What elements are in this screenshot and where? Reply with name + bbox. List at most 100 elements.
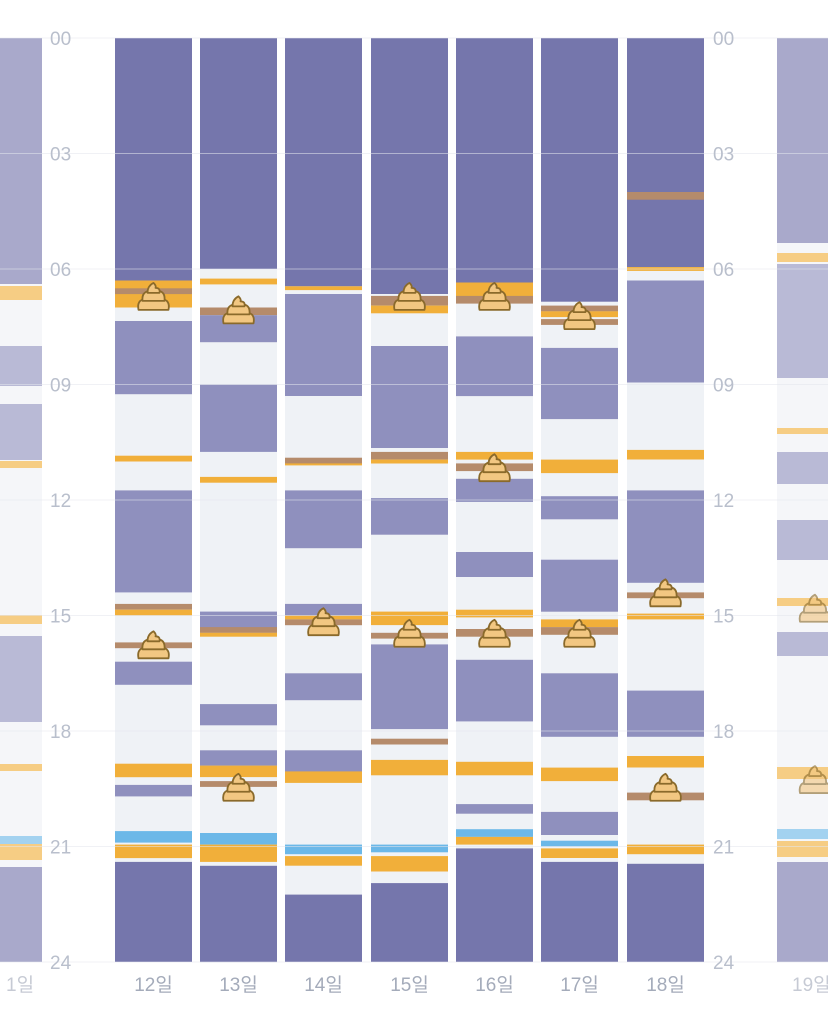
poop-icon[interactable] bbox=[563, 301, 596, 331]
sleep-light-block[interactable] bbox=[456, 552, 533, 577]
sleep-light-block[interactable] bbox=[456, 336, 533, 397]
poop-icon[interactable] bbox=[393, 618, 426, 648]
feed-block[interactable] bbox=[115, 763, 192, 778]
sleep-light-block[interactable] bbox=[541, 496, 618, 520]
sleep-light-block[interactable] bbox=[371, 644, 448, 730]
feed-block[interactable] bbox=[200, 278, 277, 285]
sleep-deep-block[interactable] bbox=[541, 861, 618, 962]
poop-icon[interactable] bbox=[222, 295, 255, 325]
feed-block[interactable] bbox=[541, 767, 618, 782]
feed-block[interactable] bbox=[285, 771, 362, 783]
sleep-light-block[interactable] bbox=[371, 498, 448, 535]
feed-block[interactable] bbox=[456, 761, 533, 776]
poop-icon[interactable] bbox=[137, 630, 170, 660]
feed-block[interactable] bbox=[200, 476, 277, 483]
sleep-light-block[interactable] bbox=[541, 347, 618, 420]
poop-icon[interactable] bbox=[222, 772, 255, 802]
day-label[interactable]: 18일 bbox=[646, 974, 685, 996]
bath-block[interactable] bbox=[541, 840, 618, 847]
feed-block[interactable] bbox=[456, 609, 533, 618]
feed-block[interactable] bbox=[627, 449, 704, 460]
poop-icon[interactable] bbox=[478, 618, 511, 648]
sleep-light-block[interactable] bbox=[285, 294, 362, 396]
diaper-block[interactable] bbox=[371, 451, 448, 460]
sleep-light-block[interactable] bbox=[115, 490, 192, 593]
feed-block[interactable] bbox=[541, 459, 618, 474]
feed-block[interactable] bbox=[541, 848, 618, 858]
sleep-light-block[interactable] bbox=[285, 750, 362, 772]
sleep-light-block[interactable] bbox=[200, 750, 277, 766]
feed-block[interactable] bbox=[627, 844, 704, 855]
feed-block[interactable] bbox=[371, 759, 448, 776]
poop-icon[interactable] bbox=[478, 281, 511, 311]
feed-block[interactable] bbox=[371, 611, 448, 626]
sleep-light-block[interactable] bbox=[200, 384, 277, 452]
feed-block[interactable] bbox=[627, 756, 704, 768]
sleep-deep-block[interactable] bbox=[285, 894, 362, 962]
day-label[interactable]: 12일 bbox=[134, 974, 173, 996]
day-label[interactable]: 14일 bbox=[304, 974, 343, 996]
sleep-light-block[interactable] bbox=[456, 659, 533, 722]
sleep-light-block[interactable] bbox=[200, 704, 277, 726]
sleep-deep-block[interactable] bbox=[115, 861, 192, 962]
poop-icon[interactable] bbox=[137, 281, 170, 311]
feed-block[interactable] bbox=[200, 632, 277, 637]
diaper-block[interactable] bbox=[627, 192, 704, 200]
diaper-block[interactable] bbox=[285, 457, 362, 464]
sleep-light-block[interactable] bbox=[456, 478, 533, 502]
sleep-deep-block[interactable] bbox=[456, 38, 533, 283]
sleep-light-block[interactable] bbox=[627, 690, 704, 737]
feed-block[interactable] bbox=[115, 844, 192, 859]
poop-icon[interactable] bbox=[478, 453, 511, 483]
diaper-block[interactable] bbox=[115, 603, 192, 610]
sleep-light-block[interactable] bbox=[285, 490, 362, 549]
sleep-deep-block[interactable] bbox=[456, 848, 533, 962]
diaper-block[interactable] bbox=[371, 738, 448, 745]
diaper-block[interactable] bbox=[200, 627, 277, 633]
sleep-light-block[interactable] bbox=[541, 559, 618, 612]
bath-block[interactable] bbox=[371, 844, 448, 853]
day-label[interactable]: 13일 bbox=[219, 974, 258, 996]
sleep-light-block[interactable] bbox=[541, 811, 618, 835]
day-label[interactable]: 15일 bbox=[390, 974, 429, 996]
poop-icon[interactable] bbox=[649, 772, 682, 802]
feed-block[interactable] bbox=[115, 455, 192, 462]
sleep-deep-block[interactable] bbox=[115, 38, 192, 281]
poop-icon[interactable] bbox=[649, 578, 682, 608]
bath-block[interactable] bbox=[456, 829, 533, 837]
feed-block[interactable] bbox=[371, 856, 448, 872]
bath-block[interactable] bbox=[115, 831, 192, 843]
bath-block[interactable] bbox=[285, 844, 362, 855]
day-label-partial-left[interactable]: 1일 bbox=[6, 974, 34, 996]
feed-block[interactable] bbox=[627, 613, 704, 620]
sleep-light-block[interactable] bbox=[456, 804, 533, 814]
sleep-deep-block[interactable] bbox=[200, 865, 277, 963]
sleep-light-block[interactable] bbox=[115, 784, 192, 797]
sleep-deep-block[interactable] bbox=[627, 863, 704, 962]
feed-block[interactable] bbox=[285, 463, 362, 466]
feed-block[interactable] bbox=[200, 844, 277, 862]
sleep-deep-block[interactable] bbox=[285, 38, 362, 287]
feed-block[interactable] bbox=[371, 459, 448, 464]
poop-icon[interactable] bbox=[798, 765, 828, 794]
feed-block[interactable] bbox=[115, 609, 192, 616]
day-label[interactable]: 16일 bbox=[475, 974, 514, 996]
sleep-light-block[interactable] bbox=[627, 490, 704, 583]
poop-icon[interactable] bbox=[393, 281, 426, 311]
sleep-light-block[interactable] bbox=[371, 346, 448, 448]
feed-block[interactable] bbox=[200, 765, 277, 778]
sleep-deep-block[interactable] bbox=[627, 38, 704, 268]
poop-icon[interactable] bbox=[307, 607, 340, 637]
sleep-deep-block[interactable] bbox=[371, 883, 448, 962]
feed-block[interactable] bbox=[456, 836, 533, 845]
bath-block[interactable] bbox=[200, 833, 277, 845]
sleep-light-block[interactable] bbox=[541, 673, 618, 737]
sleep-light-block[interactable] bbox=[627, 280, 704, 383]
feed-block[interactable] bbox=[285, 286, 362, 291]
day-label-partial-right[interactable]: 19일 bbox=[792, 974, 828, 996]
sleep-deep-block[interactable] bbox=[541, 38, 618, 302]
poop-icon[interactable] bbox=[563, 618, 596, 648]
sleep-deep-block[interactable] bbox=[371, 38, 448, 294]
sleep-light-block[interactable] bbox=[115, 321, 192, 395]
sleep-light-block[interactable] bbox=[115, 661, 192, 685]
